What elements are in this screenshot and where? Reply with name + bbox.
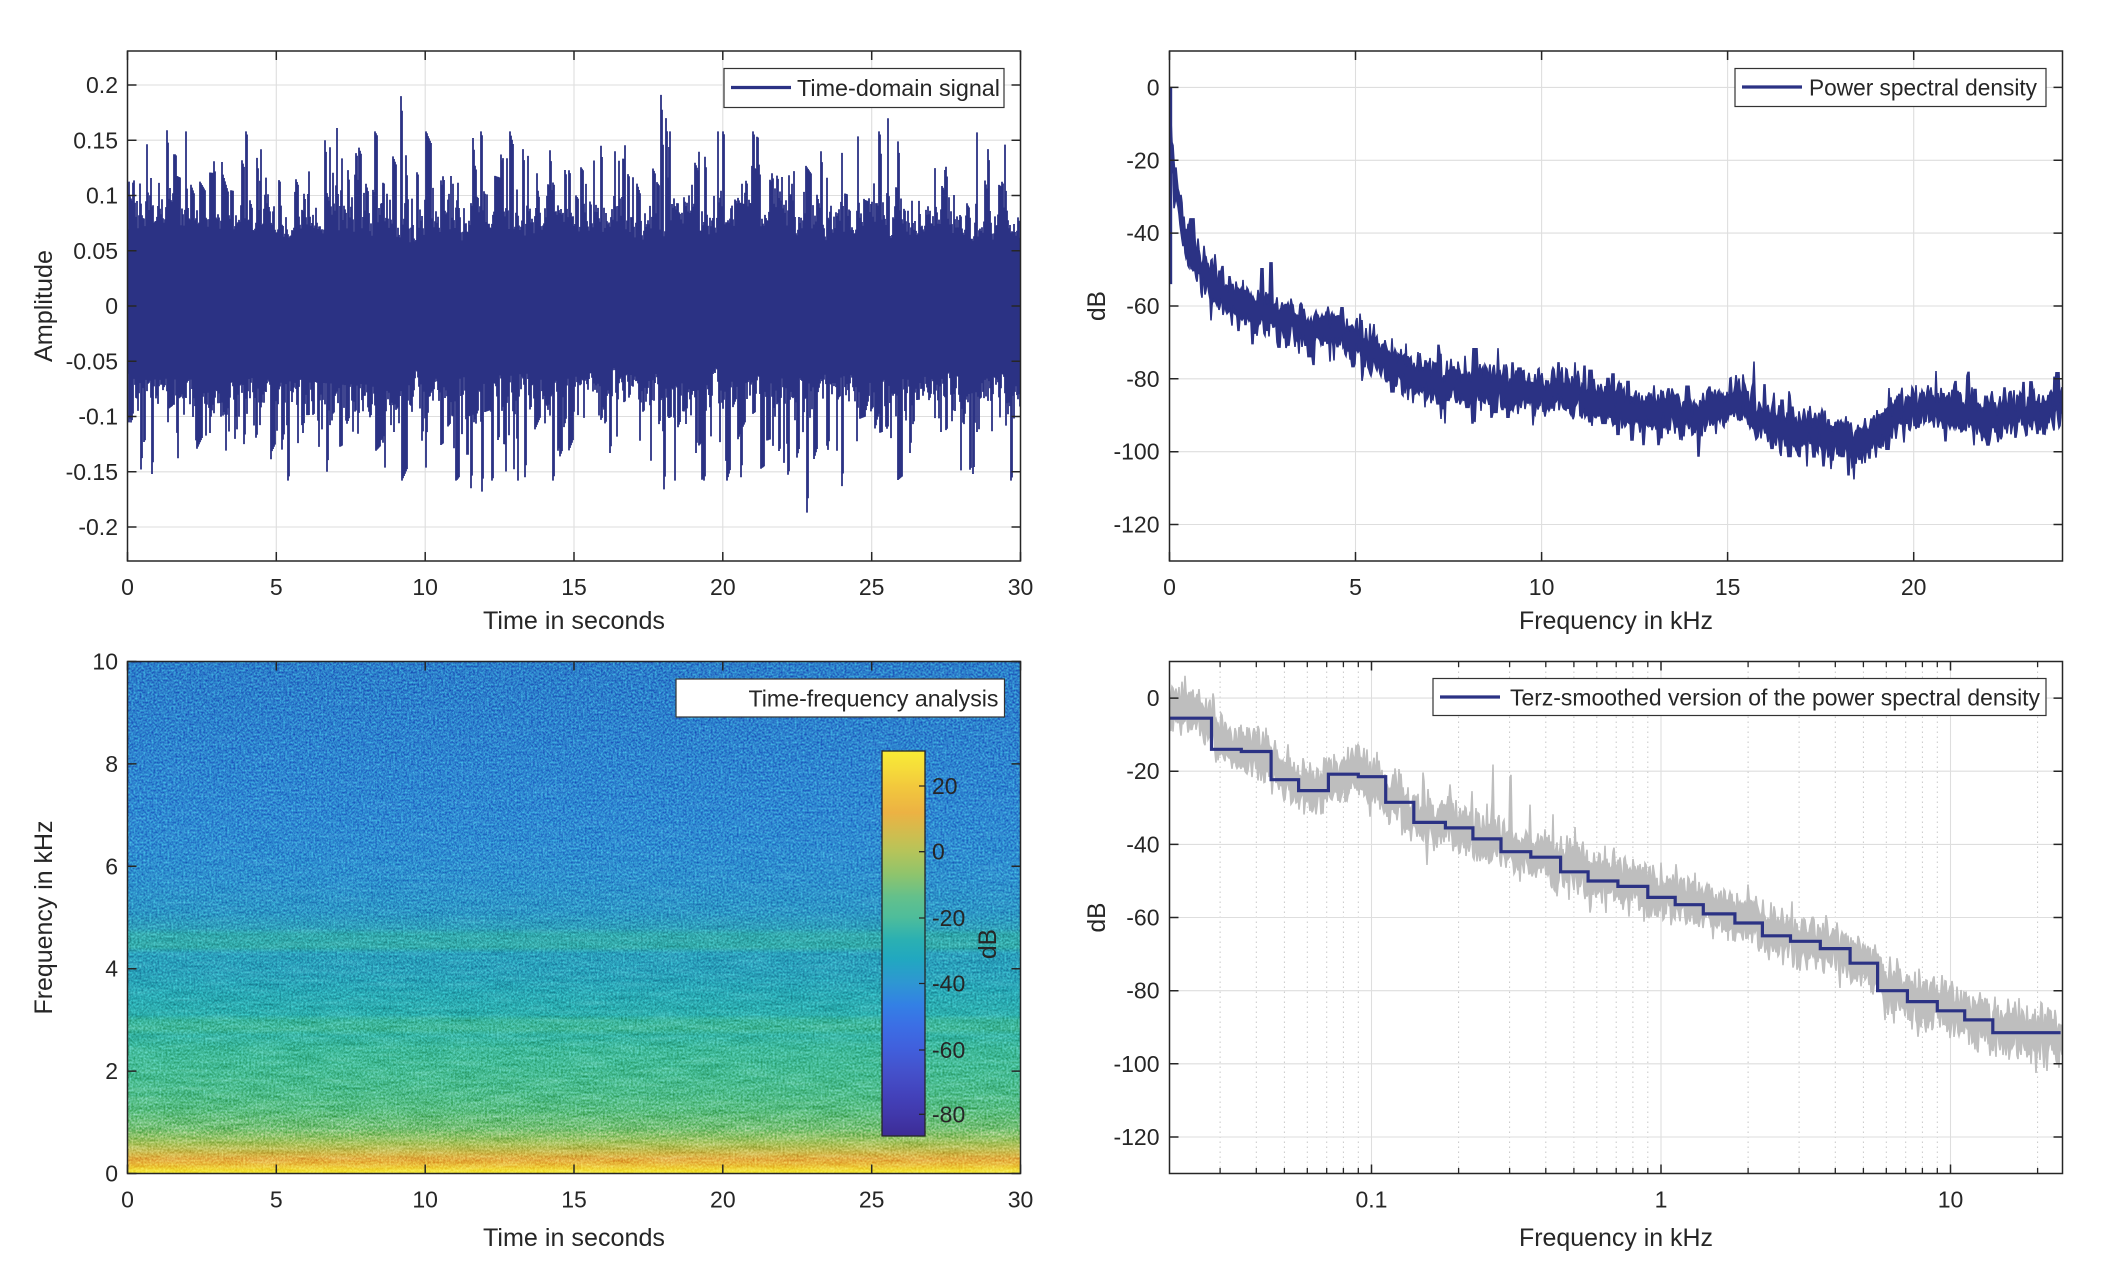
svg-text:30: 30: [1008, 574, 1034, 600]
svg-text:4: 4: [105, 956, 118, 982]
svg-text:10: 10: [1529, 574, 1555, 600]
svg-text:-100: -100: [1113, 439, 1159, 465]
svg-text:-120: -120: [1113, 512, 1159, 538]
svg-text:-40: -40: [1126, 220, 1159, 246]
svg-text:30: 30: [1008, 1187, 1034, 1213]
svg-text:1: 1: [1655, 1187, 1668, 1213]
svg-text:0: 0: [1147, 74, 1160, 100]
svg-text:Time-domain signal: Time-domain signal: [797, 75, 1000, 101]
svg-text:25: 25: [859, 1187, 885, 1213]
svg-text:0.1: 0.1: [1356, 1187, 1388, 1213]
svg-text:10: 10: [412, 574, 438, 600]
svg-text:Terz-smoothed version of the p: Terz-smoothed version of the power spect…: [1510, 685, 2040, 711]
svg-text:dB: dB: [1083, 291, 1111, 321]
svg-text:Frequency in kHz: Frequency in kHz: [1519, 607, 1713, 635]
svg-text:-80: -80: [1126, 366, 1159, 392]
svg-text:0.15: 0.15: [73, 127, 118, 153]
svg-text:dB: dB: [1083, 903, 1111, 933]
svg-text:0: 0: [121, 1187, 134, 1213]
svg-text:-0.1: -0.1: [78, 404, 118, 430]
svg-text:Time-frequency analysis: Time-frequency analysis: [749, 686, 999, 712]
svg-text:8: 8: [105, 751, 118, 777]
svg-text:dB: dB: [974, 929, 1002, 959]
svg-text:-60: -60: [1126, 293, 1159, 319]
svg-text:-20: -20: [932, 905, 965, 931]
svg-text:0.1: 0.1: [86, 183, 118, 209]
svg-text:0: 0: [121, 574, 134, 600]
svg-text:15: 15: [1715, 574, 1741, 600]
svg-text:20: 20: [710, 1187, 736, 1213]
svg-text:-0.05: -0.05: [66, 348, 118, 374]
svg-text:5: 5: [1349, 574, 1362, 600]
svg-text:Time in seconds: Time in seconds: [483, 607, 665, 635]
svg-text:Frequency in kHz: Frequency in kHz: [1519, 1224, 1713, 1252]
svg-text:5: 5: [270, 1187, 283, 1213]
svg-text:0.05: 0.05: [73, 238, 118, 264]
svg-text:10: 10: [92, 649, 118, 675]
svg-text:-40: -40: [1126, 831, 1159, 857]
svg-text:0: 0: [1147, 685, 1160, 711]
svg-text:Frequency in kHz: Frequency in kHz: [30, 821, 58, 1015]
svg-text:5: 5: [270, 574, 283, 600]
svg-text:-40: -40: [932, 971, 965, 997]
svg-text:15: 15: [561, 574, 587, 600]
svg-text:-60: -60: [932, 1037, 965, 1063]
svg-text:Power spectral density: Power spectral density: [1809, 75, 2037, 101]
svg-text:-0.15: -0.15: [66, 459, 118, 485]
svg-text:-80: -80: [1126, 978, 1159, 1004]
svg-text:0: 0: [105, 293, 118, 319]
svg-text:0: 0: [1163, 574, 1176, 600]
svg-text:2: 2: [105, 1058, 118, 1084]
svg-text:-20: -20: [1126, 758, 1159, 784]
svg-text:-0.2: -0.2: [78, 514, 118, 540]
svg-text:-60: -60: [1126, 905, 1159, 931]
svg-text:25: 25: [859, 574, 885, 600]
svg-text:-100: -100: [1113, 1051, 1159, 1077]
svg-text:-80: -80: [932, 1101, 965, 1127]
svg-text:20: 20: [1901, 574, 1927, 600]
svg-text:10: 10: [1938, 1187, 1964, 1213]
svg-text:Time in seconds: Time in seconds: [483, 1224, 665, 1252]
svg-text:0.2: 0.2: [86, 72, 118, 98]
svg-text:15: 15: [561, 1187, 587, 1213]
svg-text:10: 10: [412, 1187, 438, 1213]
svg-text:-120: -120: [1113, 1124, 1159, 1150]
svg-text:0: 0: [932, 839, 945, 865]
svg-text:6: 6: [105, 853, 118, 879]
svg-text:20: 20: [932, 773, 958, 799]
svg-text:0: 0: [105, 1161, 118, 1187]
svg-text:Amplitude: Amplitude: [30, 250, 58, 362]
svg-text:20: 20: [710, 574, 736, 600]
svg-text:-20: -20: [1126, 147, 1159, 173]
